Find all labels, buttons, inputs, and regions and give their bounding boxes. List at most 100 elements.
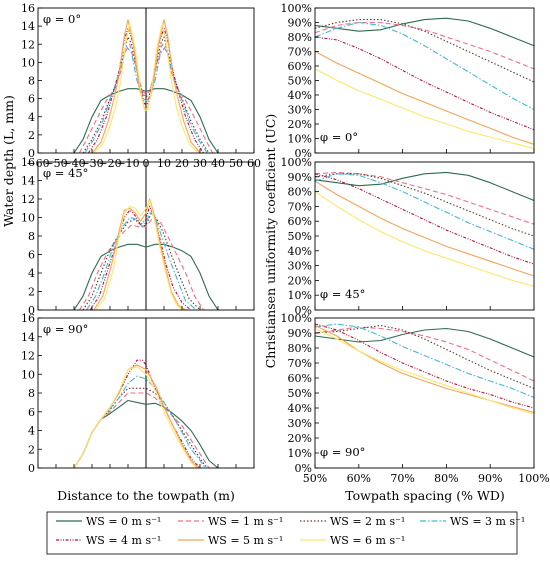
- y-tick-label: 12: [21, 38, 35, 51]
- y-tick-label: 16: [21, 312, 35, 325]
- y-tick-label: 10: [21, 212, 35, 225]
- x-tick-label: −30: [80, 157, 103, 170]
- y-tick-label: 50%: [288, 75, 312, 88]
- y-tick-label: 10: [21, 368, 35, 381]
- y-tick-label: 0: [28, 462, 35, 475]
- y-tick-label: 50%: [288, 387, 312, 400]
- series-line-right-45-0: [314, 171, 535, 202]
- y-tick-label: 2: [28, 443, 35, 456]
- y-tick-label: 14: [21, 20, 35, 33]
- legend-label: WS = 0 m s⁻¹: [86, 515, 161, 528]
- y-tick-label: 8: [28, 387, 35, 400]
- x-tick-label: 80%: [434, 472, 458, 485]
- y-tick-label: 10%: [288, 133, 312, 146]
- y-tick-label: 40%: [288, 402, 312, 415]
- y-tick-label: 0%: [295, 462, 312, 475]
- legend-label: WS = 1 m s⁻¹: [208, 515, 283, 528]
- series-line-right-0-2: [314, 19, 535, 83]
- left-x-axis-label: Distance to the towpath (m): [57, 488, 235, 503]
- x-tick-label: 40: [211, 157, 225, 170]
- panel-annotation: φ = 45°: [43, 166, 88, 180]
- x-tick-label: −40: [62, 157, 85, 170]
- legend-label: WS = 5 m s⁻¹: [208, 534, 283, 547]
- x-tick-label: 60%: [347, 472, 371, 485]
- y-tick-label: 40%: [288, 89, 312, 102]
- x-tick-label: 50: [229, 157, 243, 170]
- y-tick-label: 0: [28, 304, 35, 317]
- series-line-left-90-1: [73, 392, 210, 469]
- series-line-right-45-4: [314, 173, 535, 265]
- x-tick-label: 70%: [390, 472, 414, 485]
- y-tick-label: 70%: [288, 200, 312, 213]
- series-line-left-90-6: [73, 366, 197, 469]
- y-tick-label: 16: [21, 2, 35, 15]
- legend-label: WS = 4 m s⁻¹: [86, 534, 161, 547]
- series-line-right-90-6: [314, 328, 535, 415]
- legend: WS = 0 m s⁻¹ WS = 1 m s⁻¹ WS = 2 m s⁻¹ WS =…: [46, 511, 525, 555]
- y-tick-label: 6: [28, 406, 35, 419]
- series-line-right-45-2: [314, 173, 535, 237]
- x-tick-label: 20: [175, 157, 189, 170]
- legend-label: WS = 2 m s⁻¹: [330, 515, 405, 528]
- legend-label: WS = 6 m s⁻¹: [330, 534, 405, 547]
- series-line-right-45-6: [314, 191, 535, 287]
- y-tick-label: 6: [28, 93, 35, 106]
- y-tick-label: 10: [21, 56, 35, 69]
- series-line-right-45-5: [314, 180, 535, 277]
- panel-left-45: 0 2 4 6 8 10 12 14 16 φ = 45°: [21, 156, 255, 317]
- series-line-right-45-1: [314, 171, 535, 225]
- y-tick-label: 20%: [288, 432, 312, 445]
- y-tick-label: 12: [21, 193, 35, 206]
- panel-annotation: φ = 90°: [320, 445, 365, 459]
- y-tick-label: 60%: [288, 215, 312, 228]
- series-line-left-45-1: [78, 216, 205, 311]
- y-tick-label: 30%: [288, 417, 312, 430]
- y-tick-label: 0%: [295, 304, 312, 317]
- right-y-axis-label: Christiansen uniformity coefficient (UC): [263, 114, 278, 369]
- y-tick-label: 90%: [288, 327, 312, 340]
- x-tick-label: 90%: [478, 472, 502, 485]
- series-line-right-90-1: [314, 326, 535, 382]
- x-tick-label: 30: [193, 157, 207, 170]
- series-line-left-0-5: [91, 19, 201, 154]
- series-line-right-0-6: [314, 68, 535, 150]
- y-tick-label: 8: [28, 75, 35, 88]
- y-tick-label: 30%: [288, 104, 312, 117]
- y-tick-label: 2: [28, 286, 35, 299]
- x-tick-label: −10: [116, 157, 139, 170]
- y-tick-label: 2: [28, 129, 35, 142]
- series-line-left-45-0: [73, 243, 219, 311]
- y-tick-label: 70%: [288, 357, 312, 370]
- series-line-right-0-4: [314, 36, 535, 131]
- y-tick-label: 70%: [288, 46, 312, 59]
- y-tick-label: 100%: [281, 312, 312, 325]
- y-tick-label: 4: [28, 267, 35, 280]
- y-tick-label: 90%: [288, 171, 312, 184]
- panel-annotation: φ = 45°: [320, 287, 365, 301]
- x-tick-label: 10: [157, 157, 171, 170]
- panel-annotation: φ = 0°: [43, 12, 81, 26]
- legend-entry-6: WS = 6 m s⁻¹: [300, 534, 405, 547]
- y-tick-label: 20%: [288, 274, 312, 287]
- series-line-right-0-3: [314, 21, 535, 110]
- series-line-right-90-2: [314, 324, 535, 390]
- x-tick-label: −20: [98, 157, 121, 170]
- legend-box: [46, 511, 518, 555]
- y-tick-label: 10%: [288, 447, 312, 460]
- y-tick-label: 50%: [288, 230, 312, 243]
- x-tick-label: 100%: [518, 472, 549, 485]
- series-line-left-45-5: [93, 198, 186, 311]
- y-tick-label: 4: [28, 111, 35, 124]
- y-tick-label: 90%: [288, 17, 312, 30]
- x-tick-label: 50%: [303, 472, 327, 485]
- y-tick-label: 14: [21, 331, 35, 344]
- y-tick-label: 20%: [288, 118, 312, 131]
- y-tick-label: 12: [21, 350, 35, 363]
- y-tick-label: 14: [21, 175, 35, 188]
- legend-entry-0: WS = 0 m s⁻¹: [56, 515, 161, 528]
- y-tick-label: 80%: [288, 31, 312, 44]
- y-tick-label: 100%: [281, 2, 312, 15]
- panel-right-0: 0%10% 20%30% 40%50% 60%70% 80%90% 100% φ = 0°: [281, 2, 535, 160]
- panel-left-90: 0 2 4 6 8 10 12 14 16 φ = 90°: [21, 312, 255, 475]
